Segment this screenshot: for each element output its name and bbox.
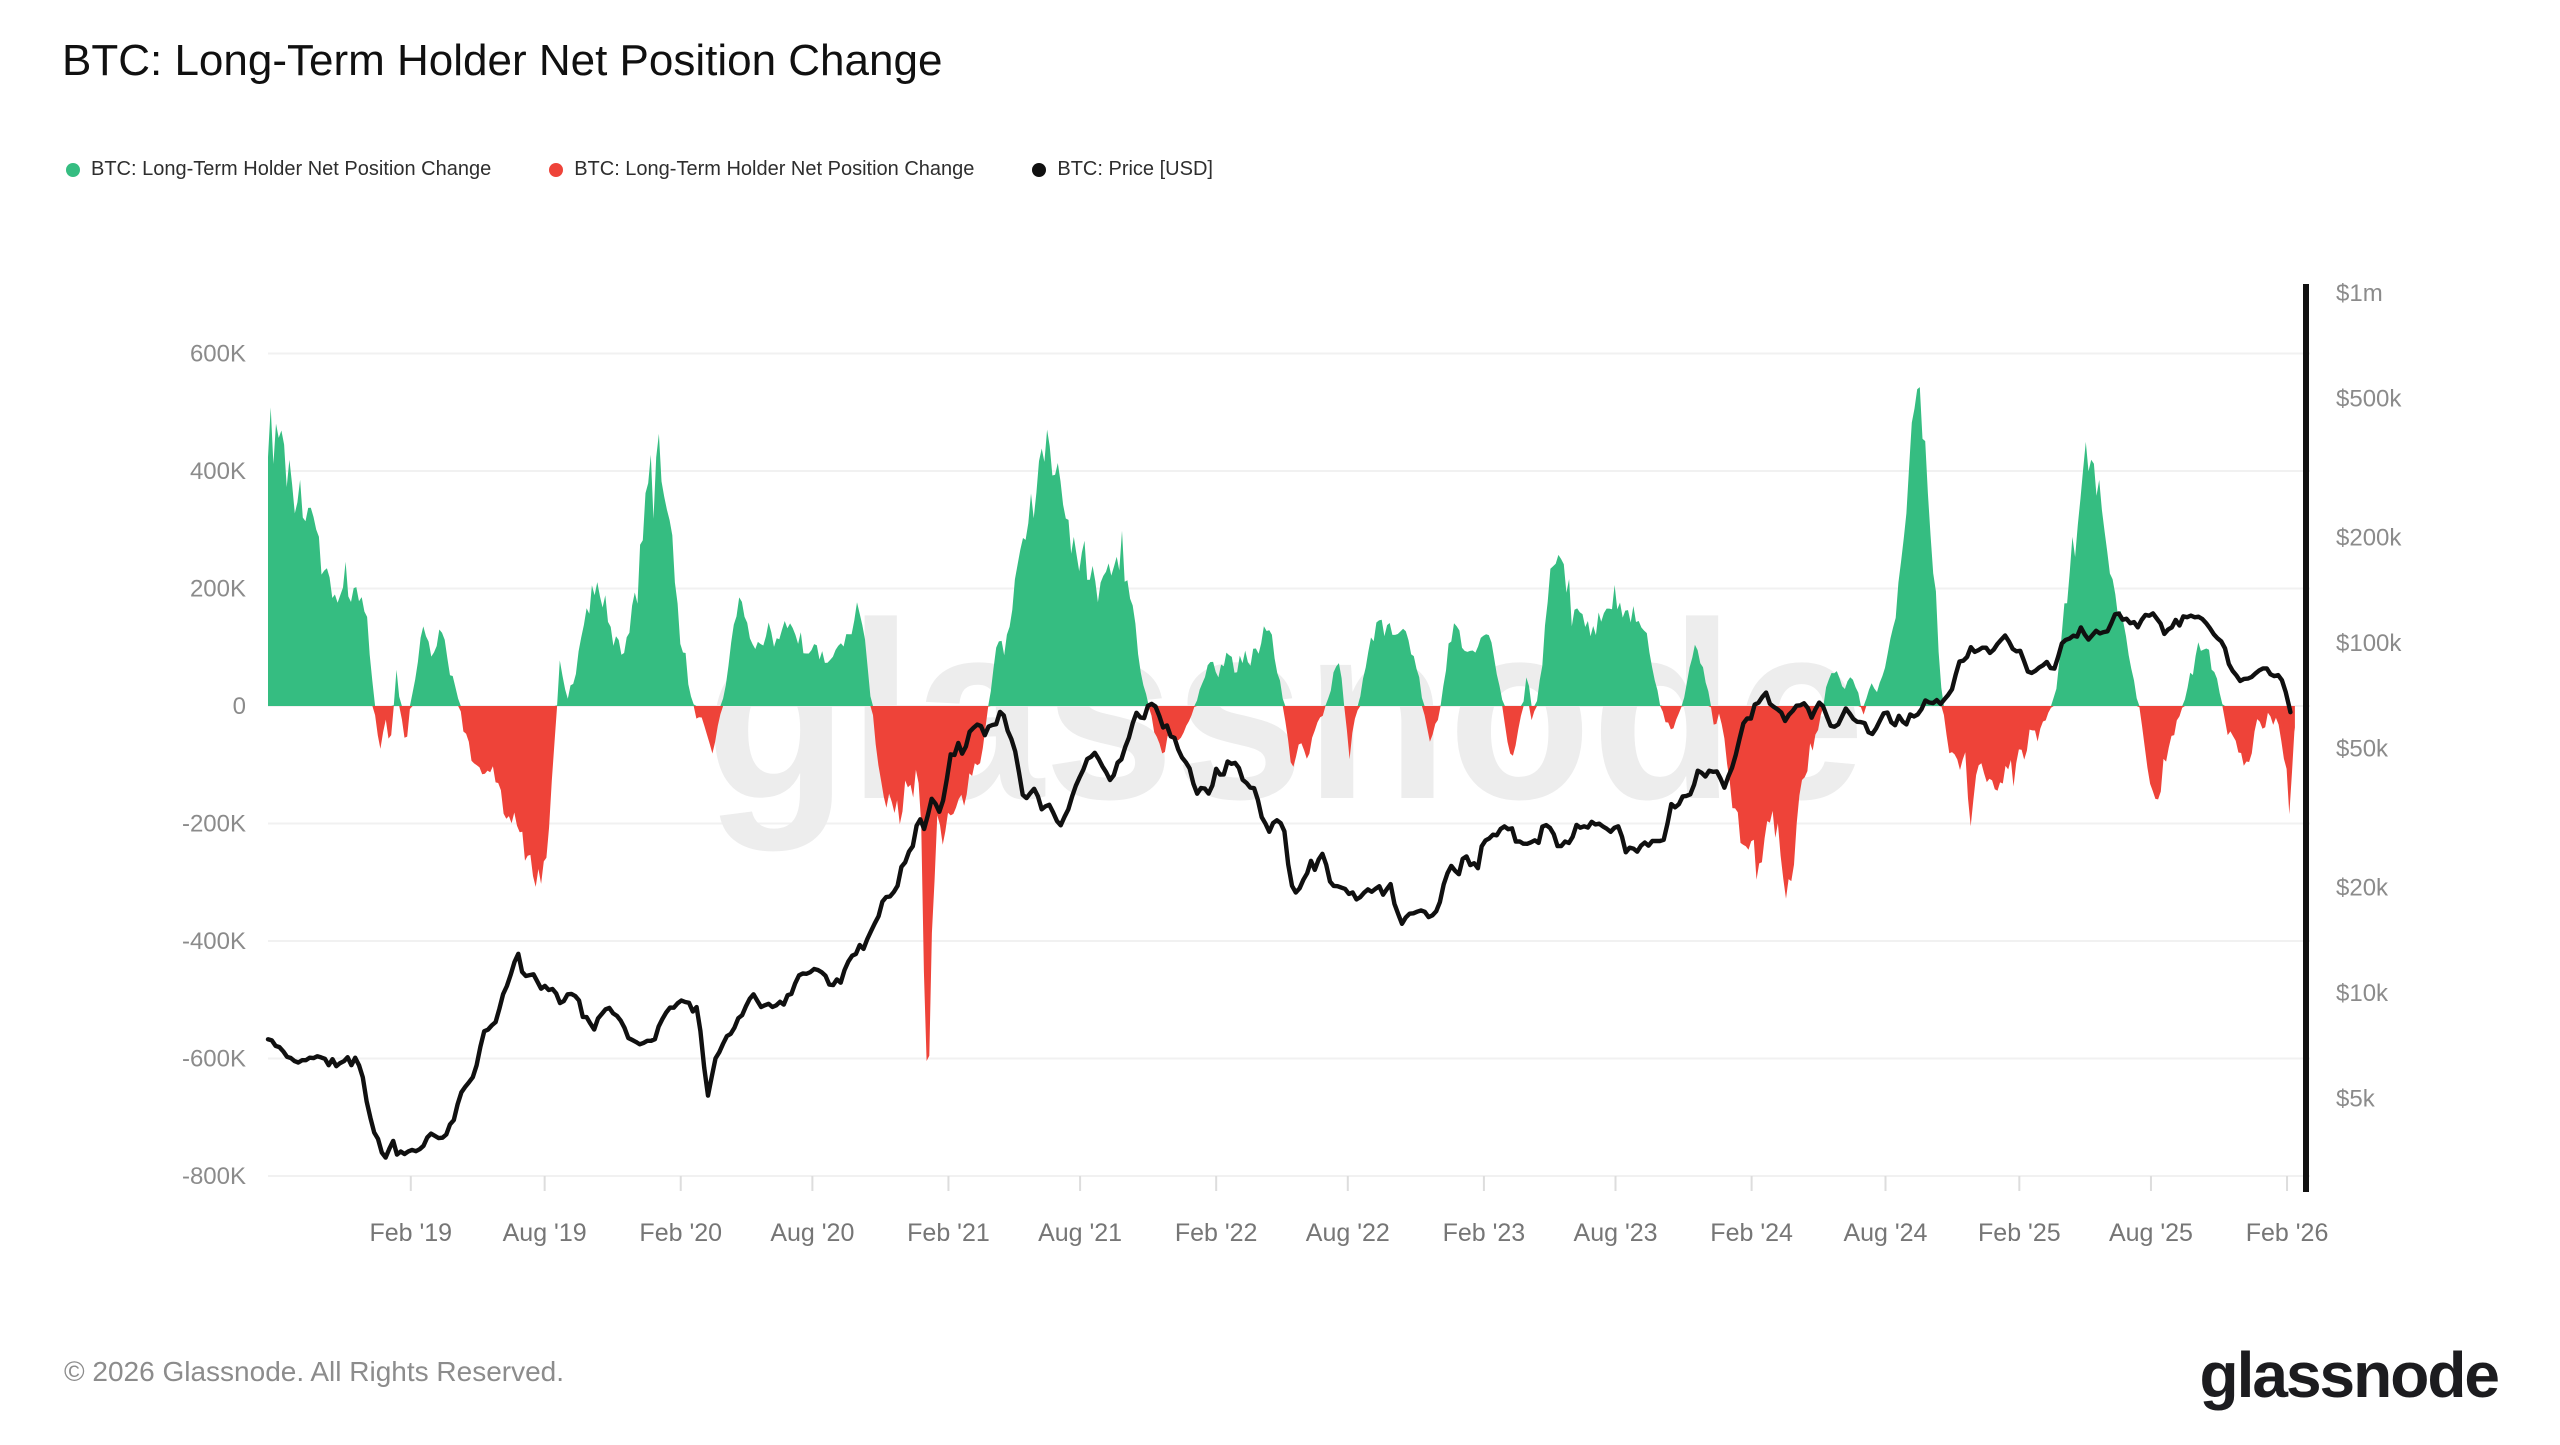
svg-text:$20k: $20k bbox=[2336, 875, 2389, 902]
svg-text:400K: 400K bbox=[190, 458, 246, 485]
svg-text:$200k: $200k bbox=[2336, 525, 2402, 552]
legend-label: BTC: Price [USD] bbox=[1057, 158, 1213, 180]
legend-label: BTC: Long-Term Holder Net Position Chang… bbox=[91, 158, 492, 180]
svg-text:-400K: -400K bbox=[182, 928, 246, 955]
svg-text:$50k: $50k bbox=[2336, 735, 2389, 762]
green-dot-icon bbox=[66, 162, 80, 177]
svg-text:-600K: -600K bbox=[182, 1046, 246, 1073]
svg-text:Aug '22: Aug '22 bbox=[1306, 1219, 1390, 1247]
legend-item-lth-positive[interactable]: BTC: Long-Term Holder Net Position Chang… bbox=[66, 158, 491, 181]
svg-text:Feb '20: Feb '20 bbox=[639, 1219, 722, 1247]
svg-text:200K: 200K bbox=[190, 576, 246, 603]
svg-text:0: 0 bbox=[233, 693, 246, 720]
svg-text:-800K: -800K bbox=[182, 1163, 246, 1190]
svg-text:Aug '24: Aug '24 bbox=[1843, 1219, 1927, 1247]
svg-text:Feb '22: Feb '22 bbox=[1175, 1219, 1258, 1247]
svg-text:Feb '26: Feb '26 bbox=[2246, 1219, 2329, 1247]
page-title: BTC: Long-Term Holder Net Position Chang… bbox=[62, 36, 943, 85]
svg-text:Feb '21: Feb '21 bbox=[907, 1219, 990, 1247]
svg-text:600K: 600K bbox=[190, 341, 246, 368]
black-dot-icon bbox=[1032, 162, 1047, 177]
svg-text:Aug '19: Aug '19 bbox=[503, 1219, 587, 1247]
svg-text:Feb '19: Feb '19 bbox=[369, 1219, 452, 1247]
svg-text:$10k: $10k bbox=[2336, 980, 2389, 1007]
svg-text:Feb '25: Feb '25 bbox=[1978, 1219, 2061, 1247]
legend-label: BTC: Long-Term Holder Net Position Chang… bbox=[574, 158, 975, 180]
copyright-text: © 2026 Glassnode. All Rights Reserved. bbox=[64, 1356, 565, 1387]
lth-positive-area bbox=[268, 387, 2295, 706]
svg-text:Aug '21: Aug '21 bbox=[1038, 1219, 1122, 1247]
svg-text:Feb '23: Feb '23 bbox=[1443, 1219, 1526, 1247]
svg-text:$500k: $500k bbox=[2336, 385, 2402, 412]
red-dot-icon bbox=[549, 162, 564, 177]
btc-price-line bbox=[265, 611, 2293, 1160]
svg-text:$1m: $1m bbox=[2336, 280, 2383, 307]
svg-text:Aug '25: Aug '25 bbox=[2109, 1219, 2193, 1247]
svg-text:Aug '20: Aug '20 bbox=[770, 1219, 854, 1247]
legend-item-price[interactable]: BTC: Price [USD] bbox=[1032, 158, 1213, 181]
lth-negative-area bbox=[268, 706, 2295, 1061]
svg-text:Feb '24: Feb '24 bbox=[1710, 1219, 1793, 1247]
svg-text:Aug '23: Aug '23 bbox=[1574, 1219, 1658, 1247]
legend-item-lth-negative[interactable]: BTC: Long-Term Holder Net Position Chang… bbox=[549, 158, 974, 181]
svg-text:$5k: $5k bbox=[2336, 1085, 2376, 1112]
legend: BTC: Long-Term Holder Net Position Chang… bbox=[66, 158, 1213, 181]
svg-text:$100k: $100k bbox=[2336, 630, 2402, 657]
svg-text:-200K: -200K bbox=[182, 811, 246, 838]
glassnode-logo[interactable]: glassnode bbox=[2199, 1339, 2500, 1411]
